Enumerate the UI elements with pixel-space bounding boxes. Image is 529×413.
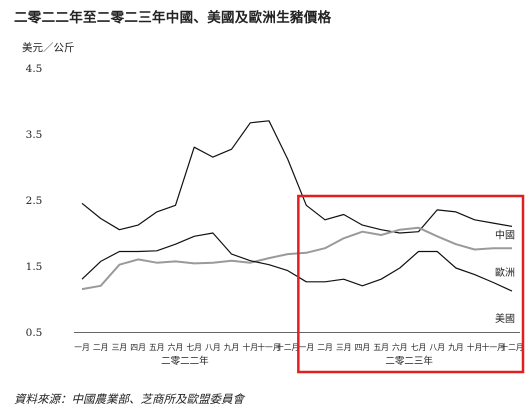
series-label: 歐洲 <box>495 266 515 279</box>
highlight-box <box>297 194 525 374</box>
x-tick-label: 五月 <box>373 343 389 352</box>
y-tick-label: 4.5 <box>26 63 43 75</box>
x-tick-label: 十月 <box>242 342 258 352</box>
y-axis-label: 美元／公斤 <box>22 41 75 54</box>
x-tick-label: 十二月 <box>500 342 523 352</box>
x-tick-label: 四月 <box>130 343 146 352</box>
x-tick-label: 八月 <box>205 343 221 352</box>
x-tick-label: 九月 <box>448 343 464 352</box>
year-group-label: 二零二二年 <box>161 355 209 367</box>
x-tick-label: 十一月 <box>482 342 505 352</box>
series-label: 美國 <box>495 312 515 325</box>
x-tick-label: 五月 <box>149 343 165 352</box>
x-tick-label: 六月 <box>168 342 184 352</box>
y-tick-label: 3.5 <box>26 129 43 141</box>
x-tick-label: 八月 <box>429 343 445 352</box>
year-group-label: 二零二三年 <box>385 355 433 367</box>
source-note: 資料來源：中國農業部、芝商所及歐盟委員會 <box>14 392 244 406</box>
y-tick-label: 2.5 <box>26 195 43 207</box>
chart-title: 二零二二年至二零二三年中國、美國及歐洲生豬價格 <box>14 10 332 26</box>
y-tick-label: 1.5 <box>26 261 43 273</box>
x-tick-label: 一月 <box>74 343 90 352</box>
y-tick-label: 0.5 <box>26 327 43 339</box>
series-line-2 <box>81 232 513 292</box>
x-tick-label: 二月 <box>93 343 109 352</box>
x-tick-label: 四月 <box>355 343 371 352</box>
x-tick-label: 六月 <box>392 342 408 352</box>
x-tick-label: 十二月 <box>276 342 299 352</box>
x-tick-label: 七月 <box>411 343 427 352</box>
x-tick-label: 九月 <box>224 343 240 352</box>
series-line-1 <box>81 226 512 291</box>
series-line-0 <box>81 120 513 234</box>
x-tick-label: 三月 <box>336 343 352 352</box>
x-tick-label: 一月 <box>299 343 315 352</box>
x-tick-label: 十一月 <box>257 342 280 352</box>
x-tick-label: 三月 <box>112 343 128 352</box>
x-tick-label: 七月 <box>186 343 202 352</box>
x-tick-label: 十月 <box>467 342 483 352</box>
series-label: 中國 <box>495 228 515 241</box>
x-tick-label: 二月 <box>317 343 333 352</box>
